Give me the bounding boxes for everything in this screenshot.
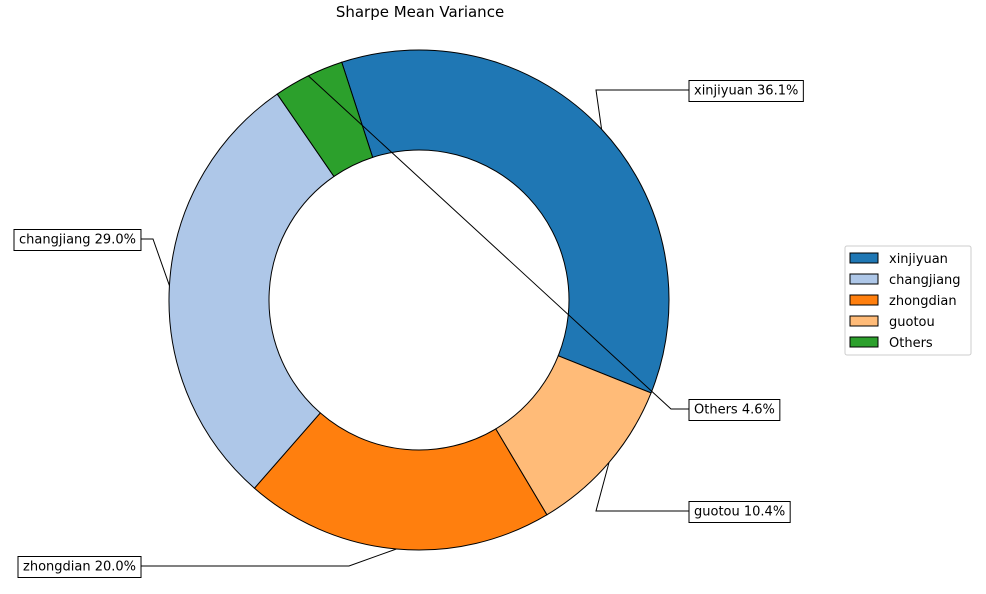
slice-label-others: Others 4.6% [694,403,775,418]
slice-label-box-others [688,399,781,421]
slice-labels: xinjiyuan 36.1% guotou 10.4% zhongdian 20.… [13,75,804,578]
slice-label-xinjiyuan: xinjiyuan 36.1% [694,84,798,99]
chart-title: Sharpe Mean Variance [336,3,504,21]
legend-swatch-xinjiyuan [849,252,879,264]
leader-line-zhongdian [141,548,397,567]
slice-label-guotou: guotou 10.4% [694,505,785,520]
slice-others [276,61,374,178]
donut-slices [168,49,670,551]
legend-frame [844,245,972,356]
legend-label-zhongdian: zhongdian [889,294,957,309]
slice-label-changjiang: changjiang 29.0% [19,233,136,248]
leader-line-others [308,75,689,410]
leader-line-guotou [595,462,689,512]
legend-swatch-changjiang [849,273,879,285]
leader-line-changjiang [140,238,170,286]
slice-xinjiyuan [341,49,670,394]
slice-zhongdian [253,412,548,551]
legend-label-xinjiyuan: xinjiyuan [889,252,948,267]
slice-label-box-xinjiyuan [688,80,804,102]
legend-label-changjiang: changjiang [889,273,961,288]
slice-changjiang [168,93,335,489]
legend-swatch-guotou [849,315,879,327]
slice-label-box-changjiang [13,229,142,251]
legend-label-guotou: guotou [889,315,935,330]
legend: xinjiyuan changjiang zhongdian guotou Others [844,245,972,356]
slice-label-zhongdian: zhongdian 20.0% [23,560,136,575]
slice-label-box-zhongdian [17,556,142,578]
legend-label-others: Others [889,336,933,351]
leader-line-xinjiyuan [595,89,689,130]
slice-label-box-guotou [688,501,791,523]
legend-swatch-zhongdian [849,294,879,306]
legend-swatch-others [849,336,879,348]
